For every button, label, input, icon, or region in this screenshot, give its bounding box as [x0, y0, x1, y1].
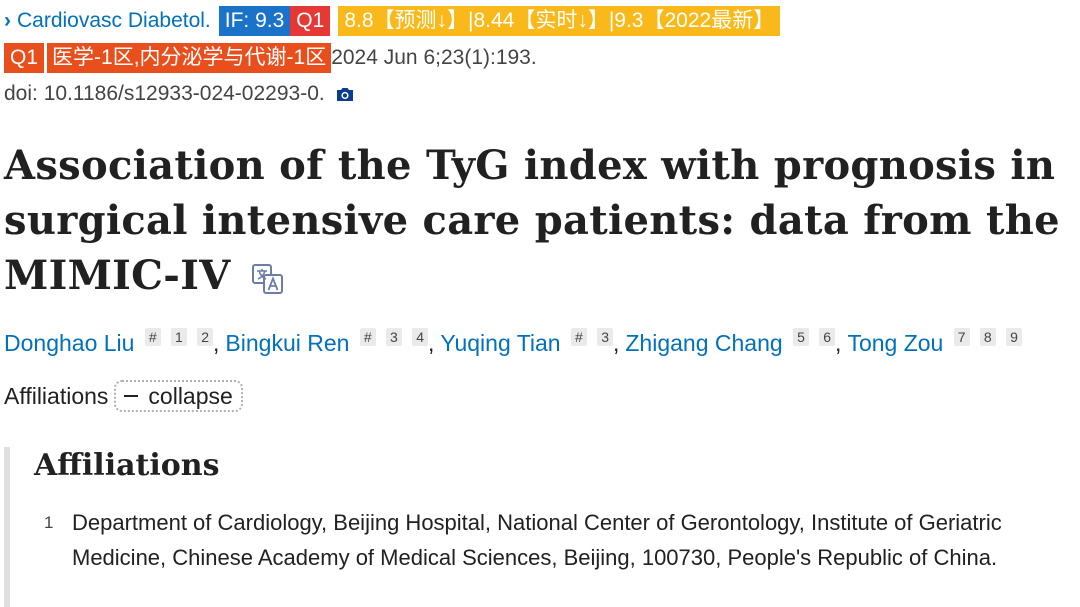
citation-line: › Cardiovasc Diabetol. IF: 9.3 Q1 8.8【预测…: [4, 6, 781, 36]
author-list: Donghao Liu # 1 2 , Bingkui Ren # 3 4 , …: [4, 328, 1022, 357]
equal-contrib-marker[interactable]: #: [359, 328, 376, 346]
article-title: Association of the TyG index with progno…: [4, 138, 1064, 303]
affiliations-toggle-row: Affiliations collapse: [4, 380, 243, 412]
author-link[interactable]: Donghao Liu: [4, 330, 135, 356]
affiliations-panel: Affiliations 1 Department of Cardiology,…: [4, 447, 1080, 607]
affiliations-heading: Affiliations: [34, 448, 220, 483]
translate-icon[interactable]: [251, 263, 285, 295]
affiliation-ref[interactable]: 9: [1006, 328, 1022, 346]
doi-line: doi: 10.1186/s12933-024-02293-0.: [4, 82, 355, 106]
author-item: Donghao Liu # 1 2: [4, 328, 214, 357]
affiliation-ref[interactable]: 5: [793, 328, 809, 346]
collapse-button[interactable]: collapse: [114, 380, 243, 412]
author-item: Bingkui Ren # 3 4: [225, 328, 428, 357]
equal-contrib-marker[interactable]: #: [144, 328, 161, 346]
journal-link[interactable]: › Cardiovasc Diabetol.: [4, 9, 211, 33]
quartile-badge: Q1: [290, 6, 331, 36]
doi-text[interactable]: doi: 10.1186/s12933-024-02293-0.: [4, 82, 325, 105]
quartile-badge-2: Q1: [4, 43, 45, 73]
collapse-label: collapse: [148, 382, 233, 409]
author-item: Yuqing Tian # 3: [440, 328, 613, 357]
affiliations-label: Affiliations: [4, 382, 109, 409]
author-item: Zhigang Chang 5 6: [625, 328, 836, 357]
affiliation-ref[interactable]: 7: [953, 328, 970, 346]
affiliation-text: Department of Cardiology, Beijing Hospit…: [72, 510, 1002, 570]
affiliation-ref[interactable]: 3: [597, 328, 613, 346]
journal-name: Cardiovasc Diabetol.: [17, 9, 211, 32]
affiliation-ref[interactable]: 1: [171, 328, 187, 346]
affiliation-ref[interactable]: 8: [979, 328, 996, 346]
author-link[interactable]: Yuqing Tian: [440, 330, 561, 356]
impact-factor-badge: IF: 9.3: [218, 6, 291, 36]
publication-date: 2024 Jun 6;23(1):193.: [331, 46, 537, 69]
affiliation-ref[interactable]: 6: [819, 328, 836, 346]
affiliation-ref[interactable]: 2: [197, 328, 214, 346]
category-badge: 医学-1区,内分泌学与代谢-1区: [47, 43, 332, 73]
author-item: Tong Zou 7 8 9: [847, 328, 1022, 357]
affiliation-ref[interactable]: 4: [412, 328, 428, 346]
citation-line-2: Q1 医学-1区,内分泌学与代谢-1区 2024 Jun 6;23(1):193…: [4, 43, 537, 73]
author-link[interactable]: Zhigang Chang: [625, 330, 783, 356]
affiliation-ref[interactable]: 3: [386, 328, 402, 346]
article-title-text: Association of the TyG index with progno…: [4, 142, 1060, 299]
author-link[interactable]: Tong Zou: [847, 330, 944, 356]
prediction-badge: 8.8【预测↓】|8.44【实时↓】|9.3【2022最新】: [338, 6, 781, 36]
affiliation-number: 1: [44, 513, 54, 532]
chevron-right-icon: ›: [4, 9, 11, 32]
camera-icon[interactable]: [335, 86, 355, 102]
author-link[interactable]: Bingkui Ren: [225, 330, 350, 356]
minus-icon: [124, 395, 139, 397]
equal-contrib-marker[interactable]: #: [571, 328, 587, 346]
affiliation-item: 1 Department of Cardiology, Beijing Hosp…: [44, 505, 1074, 575]
